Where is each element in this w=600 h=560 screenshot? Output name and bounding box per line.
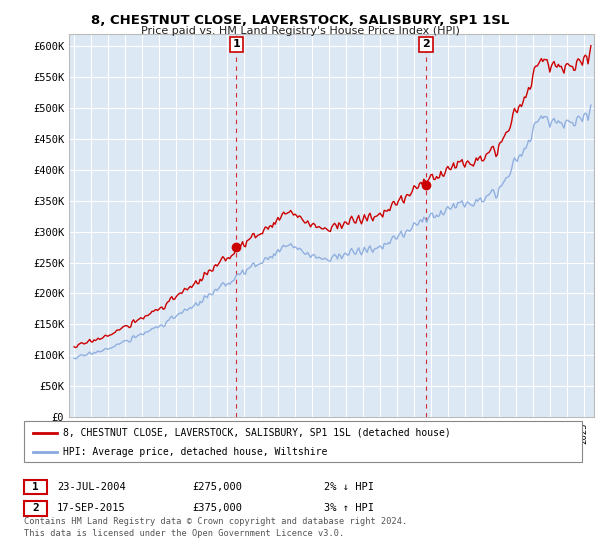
Text: This data is licensed under the Open Government Licence v3.0.: This data is licensed under the Open Gov… <box>24 529 344 538</box>
Text: £275,000: £275,000 <box>192 482 242 492</box>
Text: 2: 2 <box>422 39 430 49</box>
Text: 23-JUL-2004: 23-JUL-2004 <box>57 482 126 492</box>
Text: 3% ↑ HPI: 3% ↑ HPI <box>324 503 374 514</box>
Text: 1: 1 <box>32 482 39 492</box>
Text: 17-SEP-2015: 17-SEP-2015 <box>57 503 126 514</box>
Text: £375,000: £375,000 <box>192 503 242 514</box>
Text: 2% ↓ HPI: 2% ↓ HPI <box>324 482 374 492</box>
Text: 8, CHESTNUT CLOSE, LAVERSTOCK, SALISBURY, SP1 1SL: 8, CHESTNUT CLOSE, LAVERSTOCK, SALISBURY… <box>91 14 509 27</box>
Text: Contains HM Land Registry data © Crown copyright and database right 2024.: Contains HM Land Registry data © Crown c… <box>24 517 407 526</box>
Text: 8, CHESTNUT CLOSE, LAVERSTOCK, SALISBURY, SP1 1SL (detached house): 8, CHESTNUT CLOSE, LAVERSTOCK, SALISBURY… <box>63 428 451 437</box>
Text: Price paid vs. HM Land Registry's House Price Index (HPI): Price paid vs. HM Land Registry's House … <box>140 26 460 36</box>
Text: 2: 2 <box>32 503 39 514</box>
Text: 1: 1 <box>232 39 240 49</box>
Text: HPI: Average price, detached house, Wiltshire: HPI: Average price, detached house, Wilt… <box>63 447 328 457</box>
